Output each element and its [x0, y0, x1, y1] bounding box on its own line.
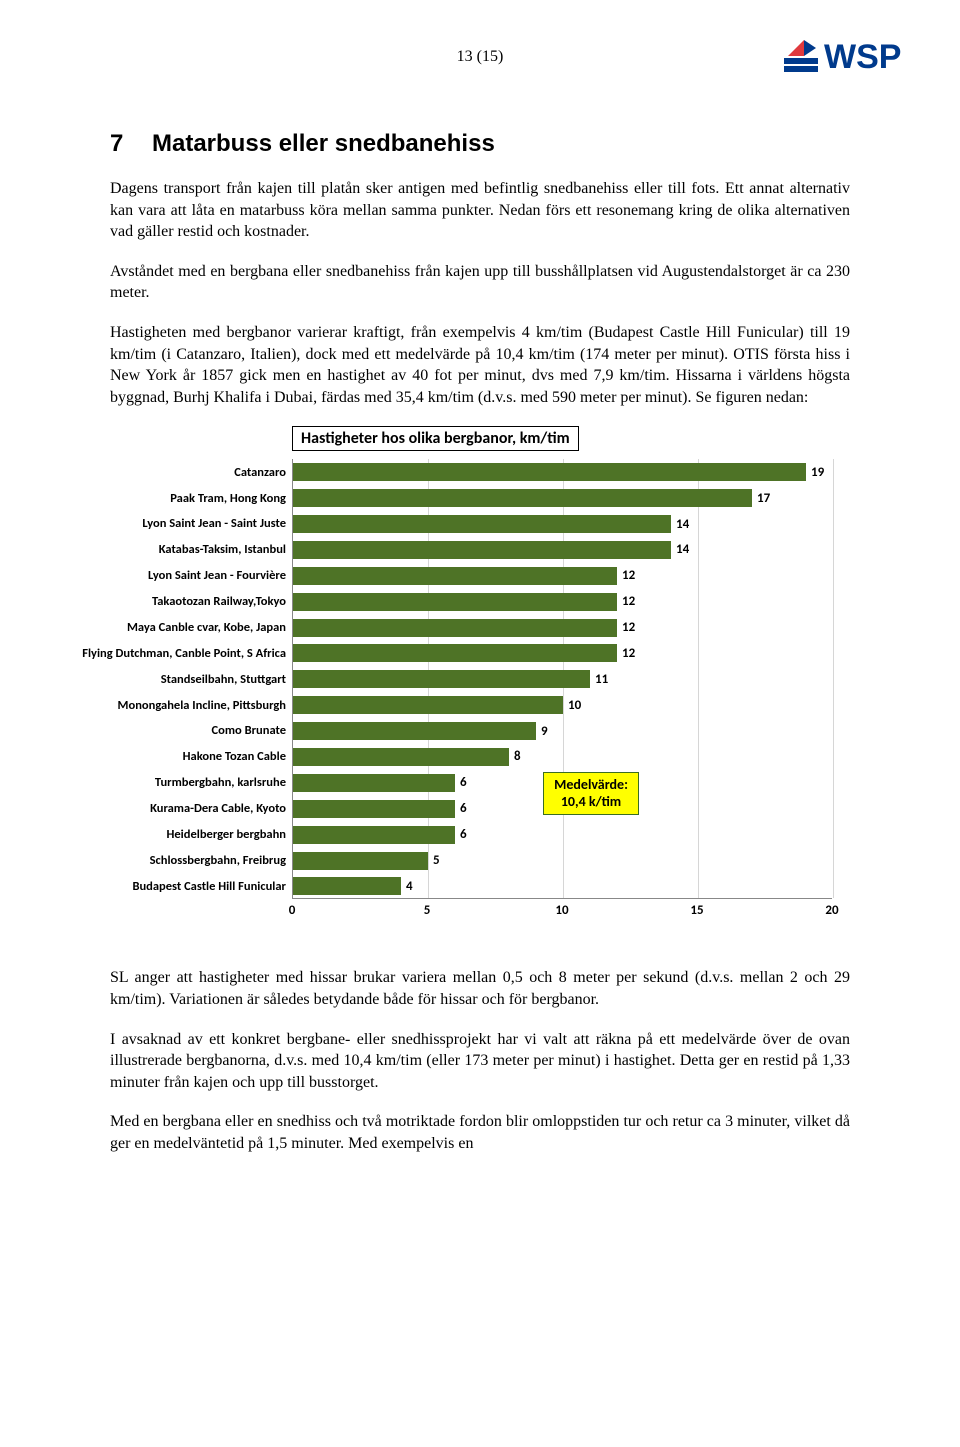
chart-bar [293, 748, 509, 766]
chart-bar-row: 14 [293, 511, 833, 537]
chart-bar [293, 774, 455, 792]
chart-category-label: Lyon Saint Jean - Fourvière [30, 563, 292, 589]
chart-category-label: Hakone Tozan Cable [30, 744, 292, 770]
chart-bar-row: 8 [293, 744, 833, 770]
chart-bar-value: 17 [757, 491, 770, 506]
page-number: 13 (15) [110, 40, 850, 66]
callout-line-1: Medelvärde: [554, 776, 628, 794]
chart-x-axis: 05101520 [292, 903, 832, 923]
chart-category-label: Monongahela Incline, Pittsburgh [30, 692, 292, 718]
callout-line-2: 10,4 k/tim [554, 793, 628, 811]
x-tick-label: 20 [825, 903, 838, 918]
chart-title: Hastigheter hos olika bergbanor, km/tim [292, 426, 579, 451]
chart-bar-row: 6 [293, 822, 833, 848]
chart-bar [293, 515, 671, 533]
paragraph-6: Med en bergbana eller en snedhiss och tv… [110, 1111, 850, 1154]
logo-text: WSP [824, 38, 901, 76]
chart-category-label: Catanzaro [30, 459, 292, 485]
chart-bar-row: 19 [293, 459, 833, 485]
x-tick-label: 15 [690, 903, 703, 918]
chart-bar-value: 5 [433, 853, 440, 868]
section-heading: 7 Matarbuss eller snedbanehiss [110, 130, 850, 158]
paragraph-5: I avsaknad av ett konkret bergbane- elle… [110, 1029, 850, 1094]
chart-plot-area: 19 17 14 14 12 12 12 12 11 10 9 8 6 6 6 5 4 [292, 459, 832, 899]
chart-bar-row: 14 [293, 537, 833, 563]
x-tick-label: 5 [424, 903, 431, 918]
chart-bar [293, 541, 671, 559]
chart-bar-row: 12 [293, 615, 833, 641]
chart-bar-row: 12 [293, 563, 833, 589]
paragraph-2: Avståndet med en bergbana eller snedbane… [110, 261, 850, 304]
speed-chart: Hastigheter hos olika bergbanor, km/tim … [30, 426, 860, 939]
chart-bar-value: 12 [622, 594, 635, 609]
chart-category-label: Kurama-Dera Cable, Kyoto [30, 796, 292, 822]
chart-bar-value: 8 [514, 749, 521, 764]
chart-bar-row: 10 [293, 692, 833, 718]
chart-bar [293, 567, 617, 585]
chart-category-label: Como Brunate [30, 718, 292, 744]
chart-category-label: Budapest Castle Hill Funicular [30, 873, 292, 899]
chart-bar-value: 12 [622, 646, 635, 661]
chart-category-label: Turmbergbahn, karlsruhe [30, 770, 292, 796]
chart-bar-row: 11 [293, 666, 833, 692]
chart-category-label: Katabas-Taksim, Istanbul [30, 537, 292, 563]
chart-bar-value: 11 [595, 672, 608, 687]
page-header: 13 (15) WSP [110, 40, 850, 100]
chart-category-label: Heidelberger bergbahn [30, 822, 292, 848]
paragraph-4: SL anger att hastigheter med hissar bruk… [110, 967, 850, 1010]
chart-bar-value: 10 [568, 698, 581, 713]
chart-bar [293, 619, 617, 637]
chart-bar-value: 19 [811, 465, 824, 480]
chart-bar-row: 4 [293, 873, 833, 899]
chart-callout-mean: Medelvärde: 10,4 k/tim [543, 772, 639, 815]
chart-category-label: Flying Dutchman, Canble Point, S Africa [30, 640, 292, 666]
wsp-logo: WSP [780, 30, 920, 85]
chart-bar-row: 17 [293, 485, 833, 511]
chart-bar-value: 14 [676, 517, 689, 532]
chart-bar-value: 12 [622, 620, 635, 635]
x-tick-label: 10 [555, 903, 568, 918]
chart-bar [293, 489, 752, 507]
chart-bar-row: 12 [293, 589, 833, 615]
chart-bar [293, 826, 455, 844]
chart-bar [293, 800, 455, 818]
chart-bar-row: 12 [293, 641, 833, 667]
paragraph-3: Hastigheten med bergbanor varierar kraft… [110, 322, 850, 408]
chart-category-label: Maya Canble cvar, Kobe, Japan [30, 615, 292, 641]
chart-bar-value: 14 [676, 542, 689, 557]
chart-category-label: Takaotozan Railway,Tokyo [30, 589, 292, 615]
chart-bar-value: 12 [622, 568, 635, 583]
chart-bar [293, 852, 428, 870]
chart-bar [293, 696, 563, 714]
section-title: Matarbuss eller snedbanehiss [152, 130, 495, 158]
chart-category-label: Schlossbergbahn, Freibrug [30, 847, 292, 873]
paragraph-1: Dagens transport från kajen till platån … [110, 178, 850, 243]
chart-category-label: Paak Tram, Hong Kong [30, 485, 292, 511]
x-tick-label: 0 [289, 903, 296, 918]
chart-bar-value: 6 [460, 775, 467, 790]
chart-category-label: Lyon Saint Jean - Saint Juste [30, 511, 292, 537]
chart-bar [293, 463, 806, 481]
chart-bar [293, 722, 536, 740]
chart-bar-value: 4 [406, 879, 413, 894]
chart-bar-value: 9 [541, 724, 548, 739]
chart-bar-value: 6 [460, 801, 467, 816]
chart-bar [293, 670, 590, 688]
chart-category-label: Standseilbahn, Stuttgart [30, 666, 292, 692]
section-number: 7 [110, 130, 152, 158]
chart-bar-row: 9 [293, 718, 833, 744]
chart-bar [293, 877, 401, 895]
chart-y-labels: CatanzaroPaak Tram, Hong KongLyon Saint … [30, 459, 292, 899]
chart-bar [293, 593, 617, 611]
chart-bar-row: 5 [293, 848, 833, 874]
chart-bar [293, 644, 617, 662]
chart-bar-value: 6 [460, 827, 467, 842]
